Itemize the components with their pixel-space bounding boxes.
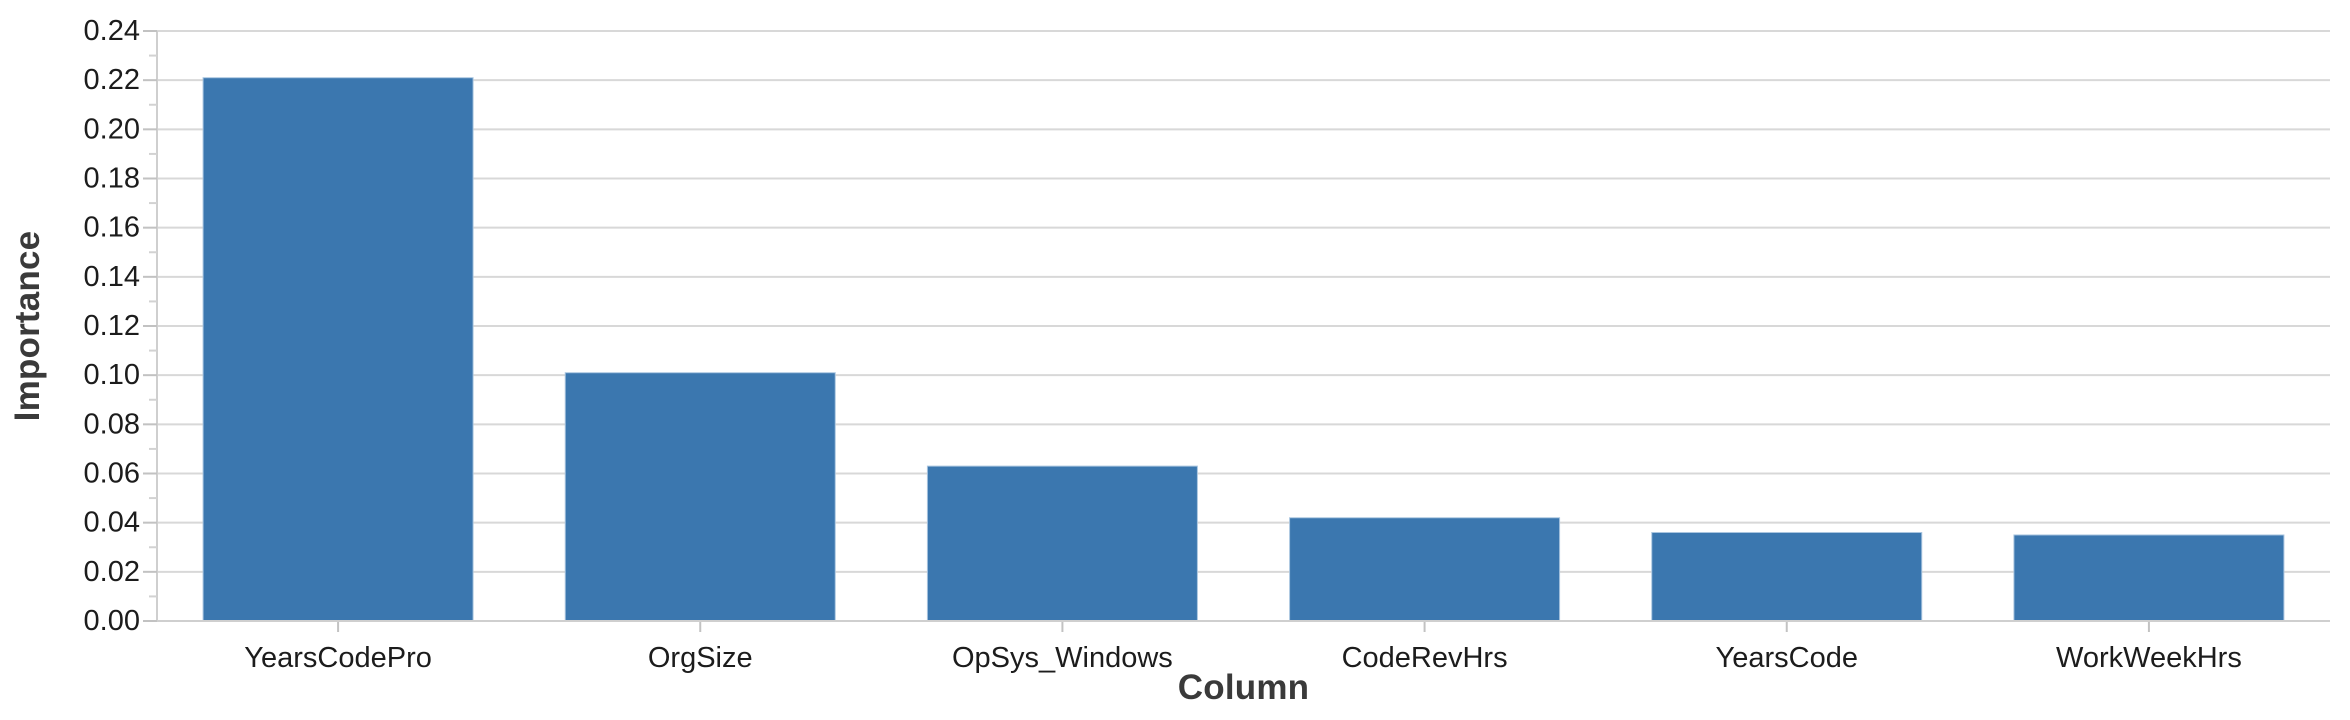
y-tick-label: 0.14 xyxy=(84,261,140,293)
bar-CodeRevHrs xyxy=(1289,517,1561,622)
y-tick-label: 0.04 xyxy=(84,507,140,539)
bar-OpSys_Windows xyxy=(926,465,1198,622)
y-tick-label: 0.06 xyxy=(84,458,140,490)
y-tick-label: 0.22 xyxy=(84,64,140,96)
y-tick-label: 0.08 xyxy=(84,408,140,440)
x-tick-label-CodeRevHrs: CodeRevHrs xyxy=(1342,642,1508,674)
y-tick-label: 0.00 xyxy=(84,605,140,637)
y-tick-label: 0.24 xyxy=(84,15,140,47)
bar-WorkWeekHrs xyxy=(2013,534,2285,622)
y-tick-label: 0.18 xyxy=(84,163,140,195)
y-tick-label: 0.10 xyxy=(84,359,140,391)
x-tick-label-WorkWeekHrs: WorkWeekHrs xyxy=(2056,642,2242,674)
bar-YearsCodePro xyxy=(202,77,474,622)
y-axis-title: Importance xyxy=(8,230,47,422)
bar-OrgSize xyxy=(564,372,836,622)
x-tick-label-OpSys_Windows: OpSys_Windows xyxy=(952,642,1173,674)
y-tick-label: 0.20 xyxy=(84,113,140,145)
x-tick-label-YearsCodePro: YearsCodePro xyxy=(244,642,432,674)
y-tick-label: 0.02 xyxy=(84,556,140,588)
x-tick-label-YearsCode: YearsCode xyxy=(1716,642,1858,674)
bar-YearsCode xyxy=(1651,532,1923,622)
x-axis-title: Column xyxy=(1177,668,1310,707)
x-tick-label-OrgSize: OrgSize xyxy=(648,642,753,674)
y-tick-label: 0.12 xyxy=(84,310,140,342)
y-tick-label: 0.16 xyxy=(84,212,140,244)
